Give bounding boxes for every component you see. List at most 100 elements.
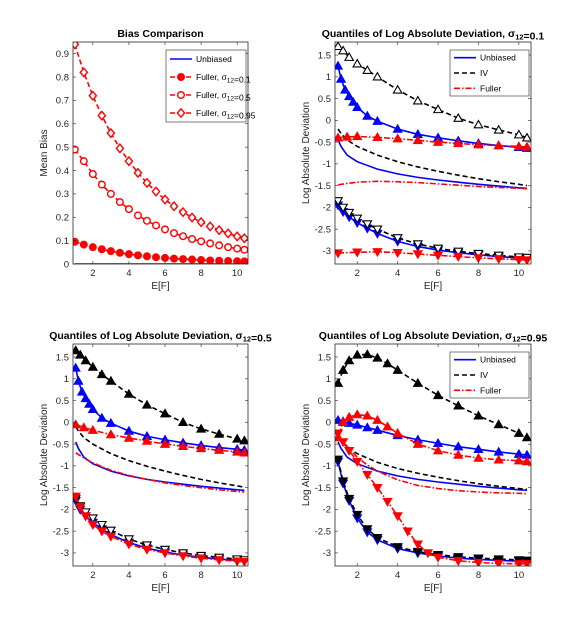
data-point bbox=[473, 410, 484, 420]
data-point bbox=[215, 256, 224, 264]
data-point bbox=[412, 377, 423, 387]
data-point bbox=[88, 90, 98, 102]
x-tick-label: 4 bbox=[395, 268, 400, 279]
data-point bbox=[493, 559, 504, 566]
data-point bbox=[382, 421, 393, 431]
data-point bbox=[513, 427, 525, 437]
data-point bbox=[337, 45, 349, 55]
data-point bbox=[412, 95, 423, 105]
y-tick-label: -2 bbox=[323, 505, 331, 516]
data-point bbox=[232, 446, 243, 456]
data-point bbox=[73, 237, 79, 246]
x-axis-label: E[F] bbox=[424, 583, 443, 594]
y-tick-label: 0.9 bbox=[56, 49, 69, 60]
data-point bbox=[432, 390, 444, 400]
series-line-2 bbox=[337, 435, 528, 491]
data-point bbox=[392, 364, 403, 374]
data-point bbox=[124, 250, 133, 259]
data-point bbox=[142, 252, 151, 261]
y-tick-label: -1.5 bbox=[315, 181, 331, 192]
series-line-3 bbox=[75, 452, 245, 493]
data-point bbox=[473, 254, 484, 264]
y-tick-label: -1.5 bbox=[53, 483, 69, 494]
data-point bbox=[197, 237, 206, 246]
data-point bbox=[233, 244, 242, 253]
data-point bbox=[87, 424, 98, 434]
y-tick-label: 0.5 bbox=[318, 94, 331, 105]
data-point bbox=[412, 438, 423, 448]
data-point bbox=[133, 211, 142, 220]
data-point bbox=[362, 64, 373, 74]
data-point bbox=[123, 388, 135, 398]
data-point bbox=[75, 349, 86, 359]
data-point bbox=[473, 119, 484, 129]
legend-label: Fuller, σ12=0.1 bbox=[196, 72, 251, 85]
y-tick-label: -2.5 bbox=[315, 224, 331, 235]
data-point bbox=[422, 549, 434, 559]
data-point bbox=[232, 231, 242, 242]
data-point bbox=[453, 449, 464, 459]
data-point bbox=[362, 110, 373, 120]
data-point bbox=[352, 58, 363, 68]
data-point bbox=[106, 127, 116, 139]
y-axis-label: Log Absolute Deviation bbox=[301, 404, 312, 506]
data-point bbox=[224, 256, 233, 264]
data-point bbox=[80, 393, 91, 403]
data-point bbox=[187, 212, 197, 223]
series-line-2 bbox=[337, 128, 528, 187]
data-point bbox=[239, 435, 248, 445]
legend: Unbiased IV Fuller bbox=[449, 351, 530, 399]
data-point bbox=[105, 526, 117, 536]
data-point bbox=[105, 375, 117, 385]
data-point bbox=[239, 557, 248, 566]
x-tick-label: 8 bbox=[198, 268, 203, 279]
data-point bbox=[362, 422, 373, 432]
data-point bbox=[123, 535, 135, 545]
data-point bbox=[169, 200, 179, 212]
data-point bbox=[232, 433, 243, 443]
data-point bbox=[521, 256, 531, 264]
y-tick-label: 0.4 bbox=[56, 166, 69, 177]
y-tick-label: -2.5 bbox=[53, 526, 69, 537]
data-point bbox=[240, 245, 248, 254]
legend-label: Fuller bbox=[480, 385, 501, 395]
data-point bbox=[224, 243, 233, 252]
data-point bbox=[453, 247, 464, 257]
data-point bbox=[159, 408, 171, 418]
x-tick-label: 10 bbox=[514, 268, 525, 279]
data-point bbox=[73, 362, 81, 372]
y-tick-label: 0 bbox=[326, 116, 331, 127]
x-axis-label: E[F] bbox=[151, 583, 170, 594]
data-point bbox=[335, 132, 344, 142]
y-tick-label: -0.5 bbox=[53, 439, 69, 450]
legend-label: IV bbox=[480, 370, 488, 380]
data-point bbox=[151, 253, 160, 262]
series-line-2 bbox=[75, 426, 245, 488]
legend-marker bbox=[176, 107, 186, 119]
data-point bbox=[79, 157, 88, 166]
data-point bbox=[362, 410, 373, 420]
data-point bbox=[79, 67, 89, 78]
data-point bbox=[97, 245, 106, 254]
x-axis-label: E[F] bbox=[424, 281, 443, 292]
y-tick-label: -2 bbox=[61, 505, 69, 516]
data-point bbox=[84, 398, 95, 408]
data-point bbox=[343, 446, 355, 456]
data-point bbox=[473, 139, 484, 149]
data-point bbox=[392, 248, 403, 258]
data-point bbox=[343, 208, 355, 218]
data-point bbox=[123, 540, 135, 550]
data-point bbox=[348, 96, 359, 106]
data-point bbox=[493, 555, 504, 565]
data-point bbox=[392, 543, 403, 553]
data-point bbox=[335, 377, 344, 387]
data-point bbox=[239, 447, 248, 457]
plot-data bbox=[73, 42, 248, 264]
data-point bbox=[215, 241, 224, 250]
data-point bbox=[493, 124, 504, 134]
data-point bbox=[453, 252, 464, 262]
data-point bbox=[170, 254, 179, 263]
data-point bbox=[372, 414, 383, 424]
data-point bbox=[432, 553, 444, 563]
y-tick-label: -1 bbox=[61, 461, 69, 472]
